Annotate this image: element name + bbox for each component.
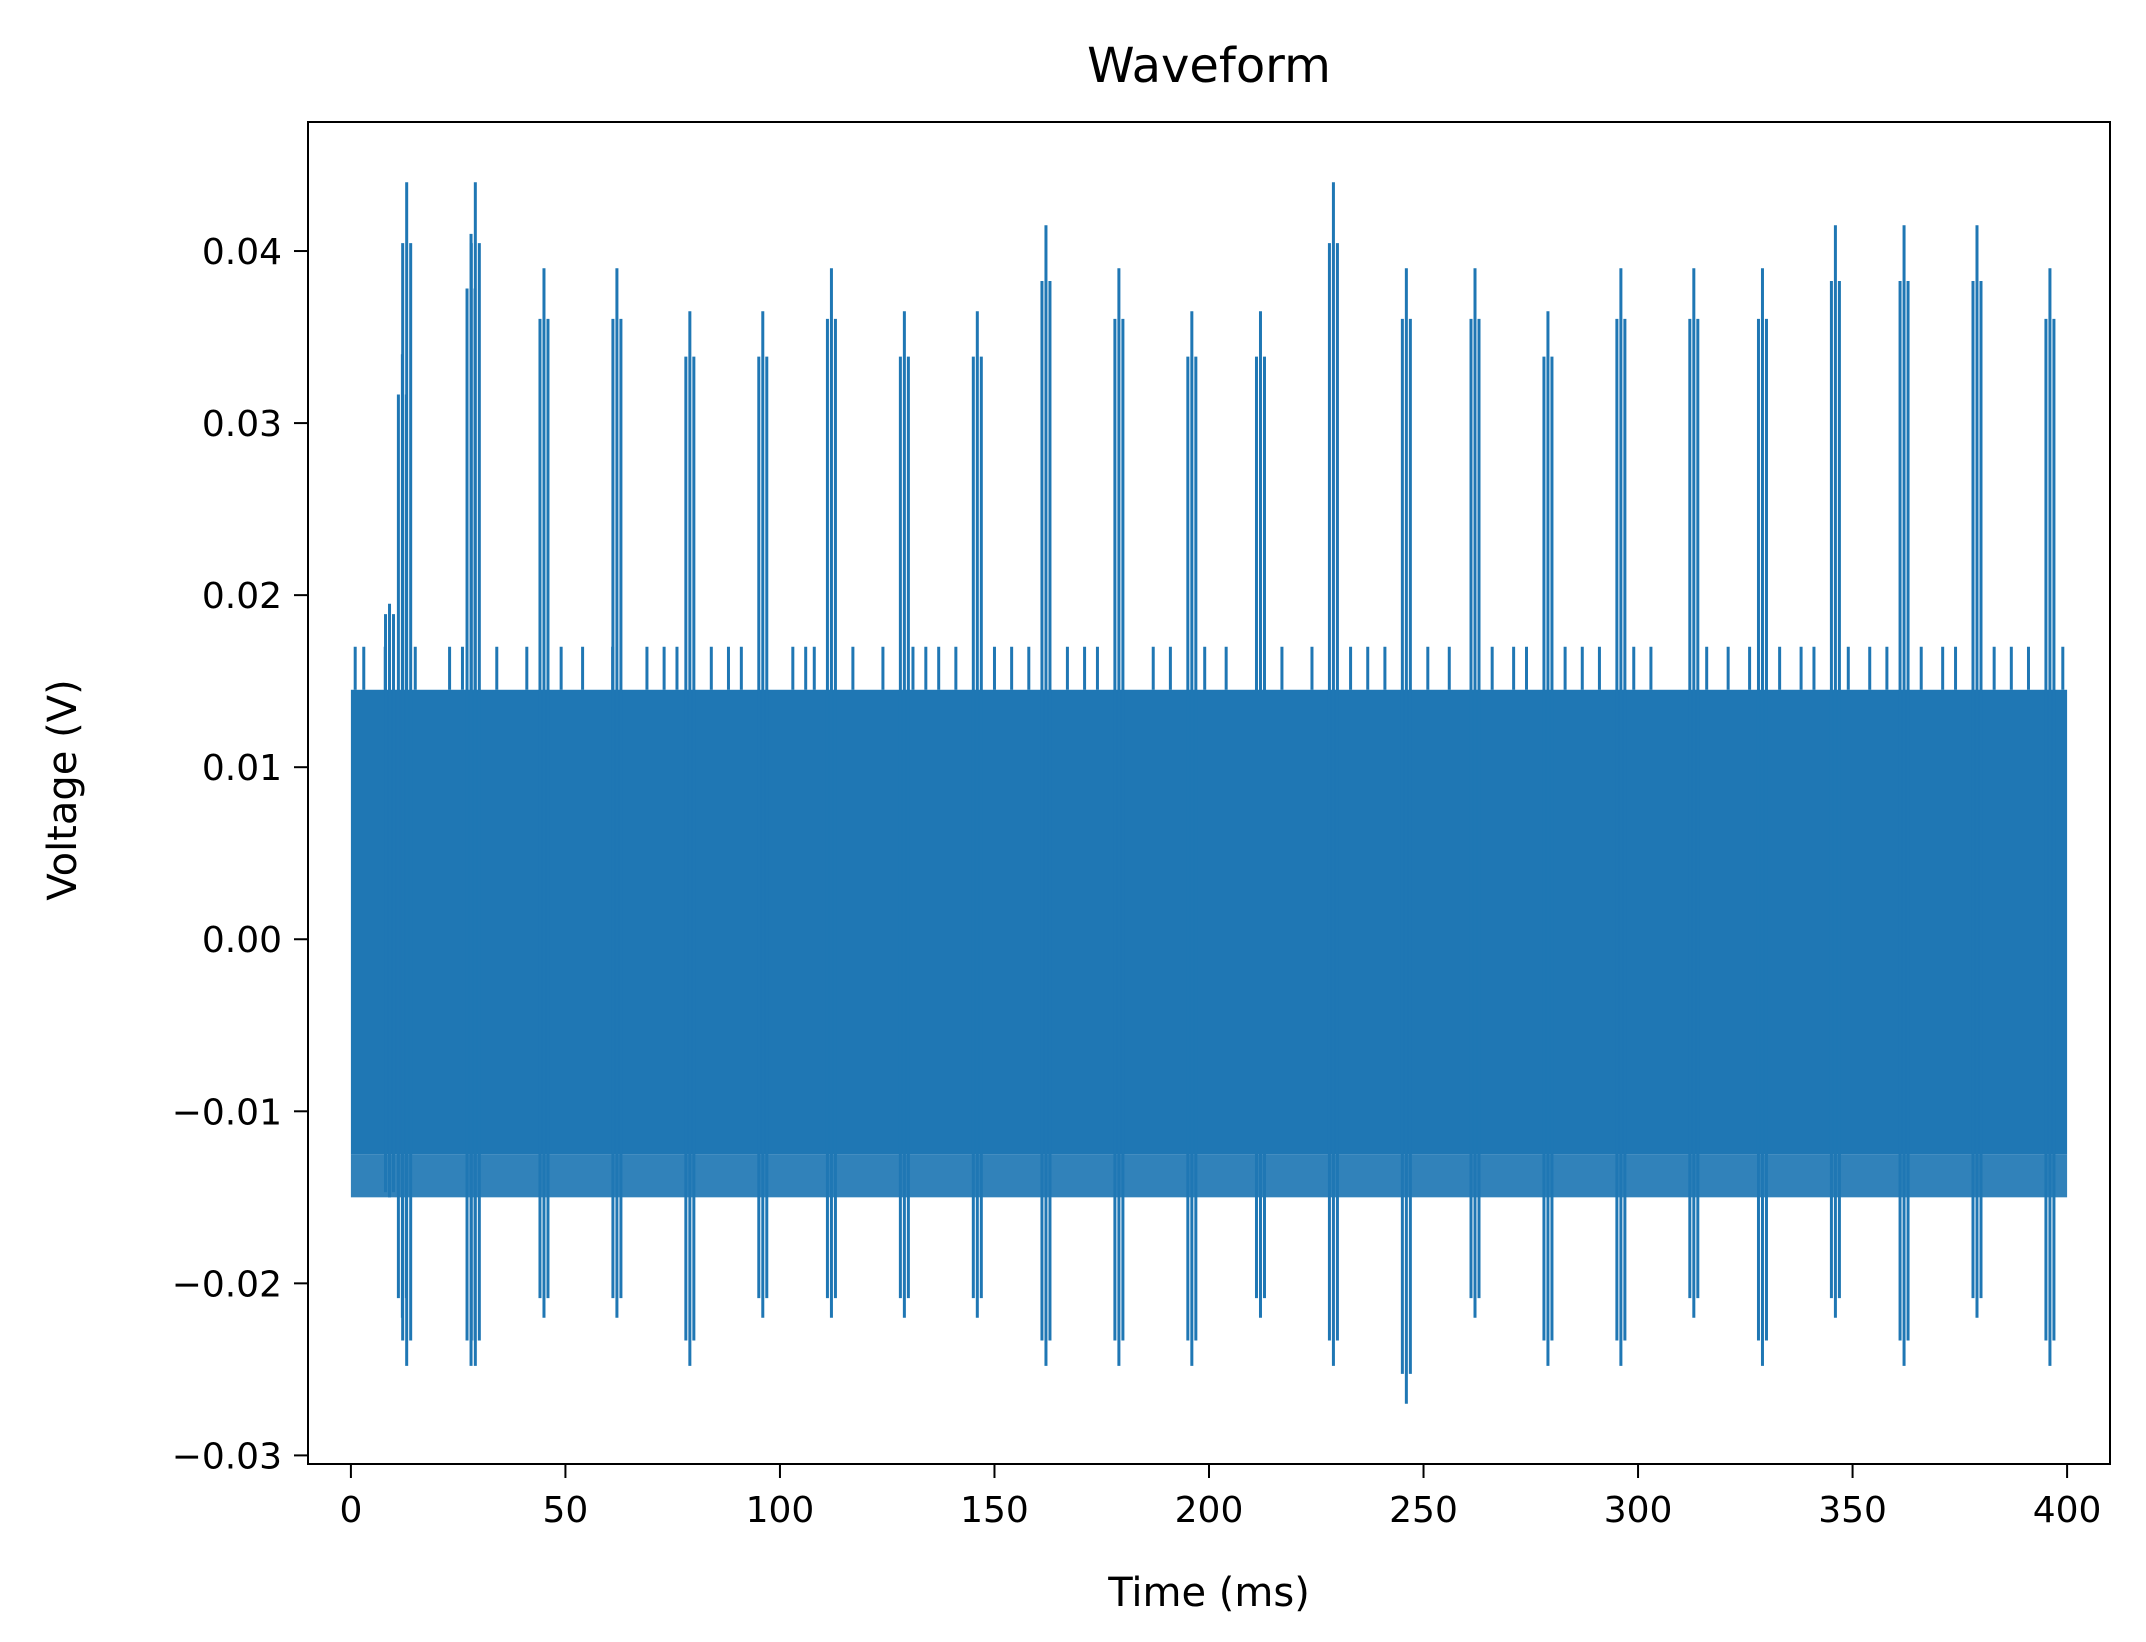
x-tick-label: 100 bbox=[746, 1490, 815, 1531]
x-tick-label: 150 bbox=[960, 1490, 1029, 1531]
series-layer bbox=[350, 182, 2068, 1404]
y-axis: −0.03 −0.02 −0.01 0.00 0.01 0.02 0.03 0.04 bbox=[172, 232, 308, 1477]
waveform-envelope bbox=[350, 689, 2068, 1155]
y-tick-label: −0.01 bbox=[172, 1092, 282, 1133]
waveform-lower-fringe bbox=[350, 1154, 2068, 1198]
plot-area bbox=[350, 182, 2068, 1404]
y-tick-label: 0.02 bbox=[202, 576, 282, 617]
x-axis: 0 50 100 150 200 250 300 350 400 bbox=[339, 1464, 2101, 1531]
x-tick-label: 400 bbox=[2033, 1490, 2102, 1531]
x-tick-label: 350 bbox=[1818, 1490, 1887, 1531]
x-tick-label: 300 bbox=[1604, 1490, 1673, 1531]
x-tick-label: 0 bbox=[339, 1490, 362, 1531]
chart-title: Waveform bbox=[1087, 38, 1331, 94]
y-tick-label: 0.04 bbox=[202, 232, 282, 273]
y-tick-label: 0.01 bbox=[202, 748, 282, 789]
y-tick-label: 0.03 bbox=[202, 404, 282, 445]
y-tick-label: 0.00 bbox=[202, 920, 282, 961]
x-tick-label: 50 bbox=[543, 1490, 589, 1531]
y-axis-label: Voltage (V) bbox=[40, 679, 86, 900]
y-tick-label: −0.02 bbox=[172, 1264, 282, 1305]
x-tick-label: 200 bbox=[1175, 1490, 1244, 1531]
y-tick-label: −0.03 bbox=[172, 1436, 282, 1477]
x-axis-label: Time (ms) bbox=[1107, 1570, 1310, 1616]
x-tick-label: 250 bbox=[1389, 1490, 1458, 1531]
